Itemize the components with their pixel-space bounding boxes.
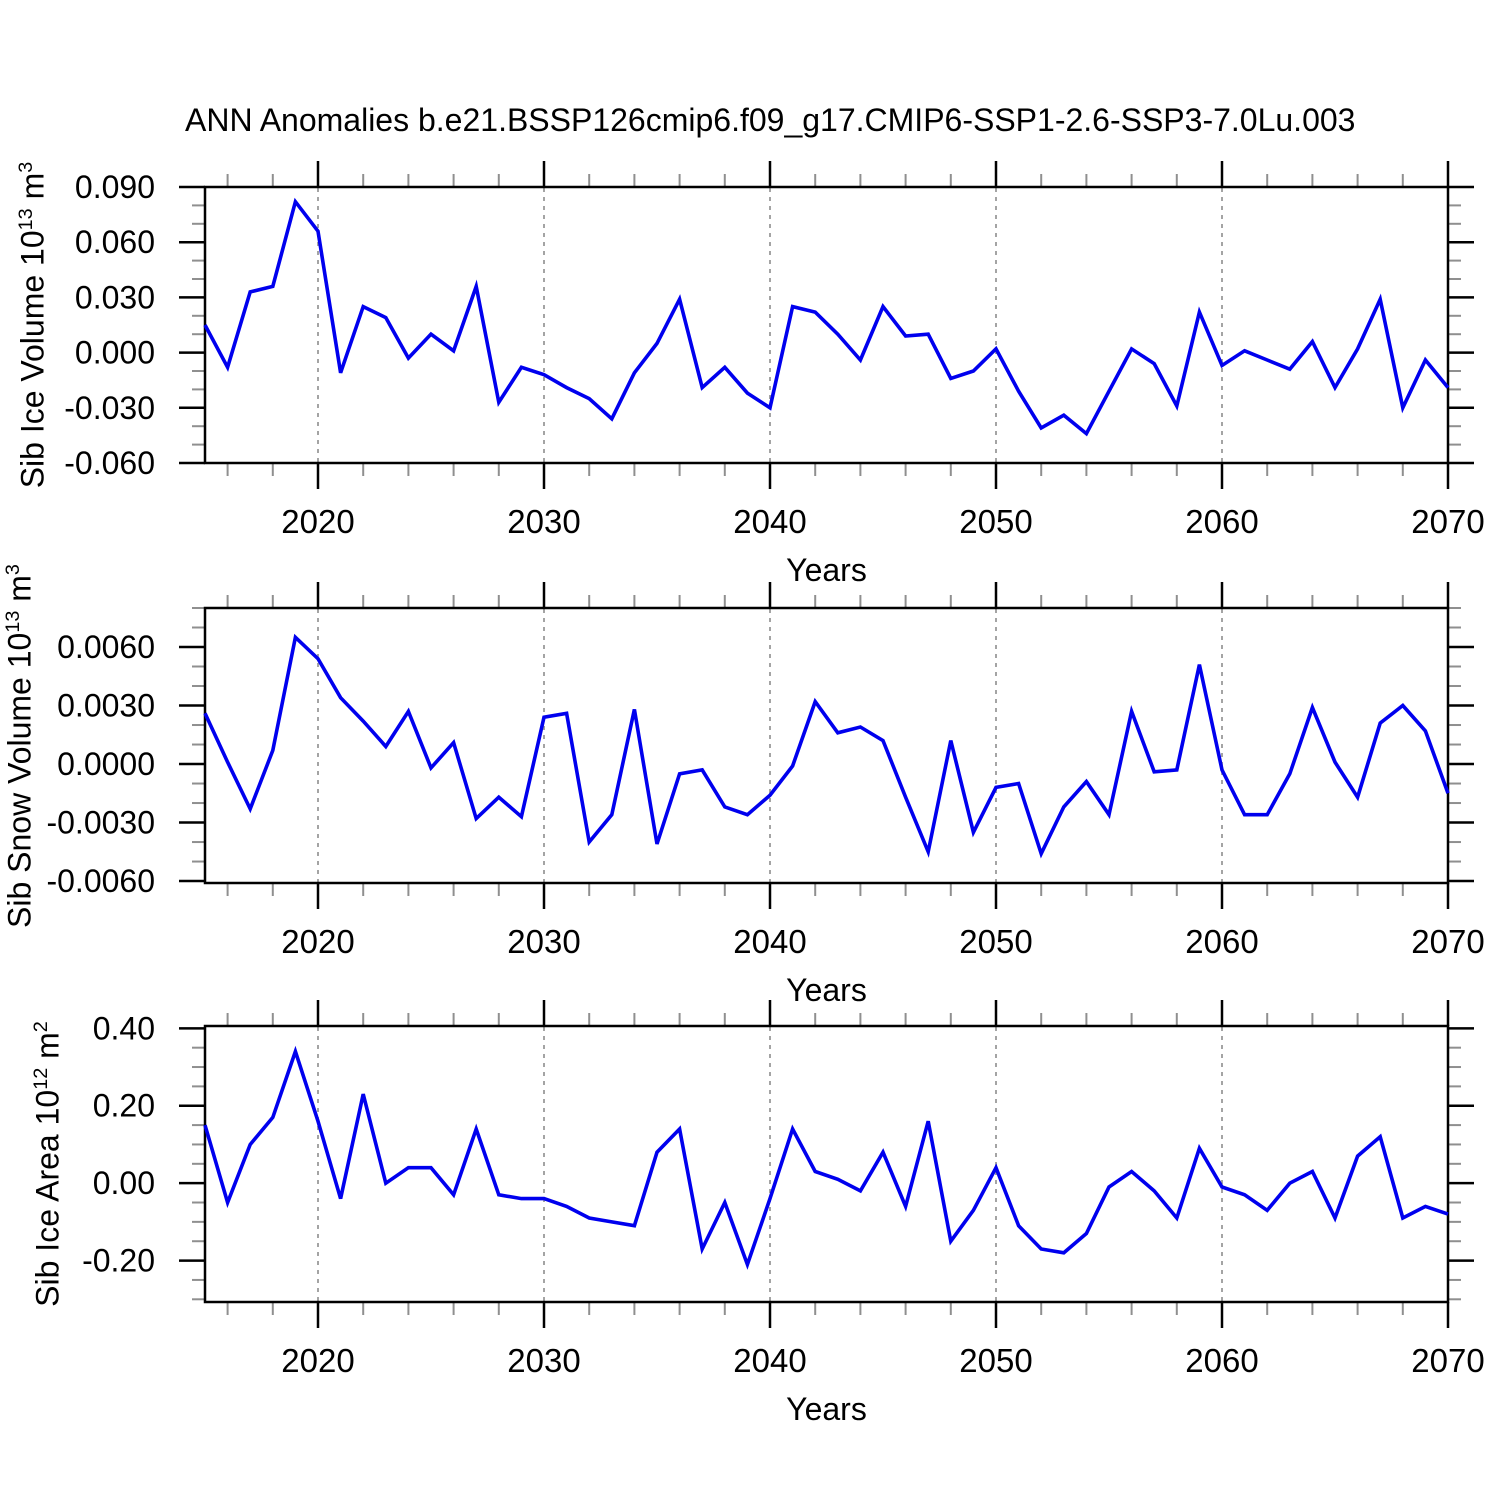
x-tick-labels: 2020 2030 2040 2050 2060 2070 Years [281,923,1484,1008]
svg-text:2070: 2070 [1411,503,1484,540]
y-axis-label-text: m [1,574,38,611]
svg-text:2050: 2050 [959,923,1032,960]
x-tick-labels: 2020 2030 2040 2050 2060 2070 Years [281,503,1484,588]
svg-text:2050: 2050 [959,1342,1032,1379]
svg-text:0.0000: 0.0000 [57,746,155,782]
svg-text:2040: 2040 [733,503,806,540]
panel-2-sib-snow-volume-anomaly: 0.0060 0.0030 0.0000 -0.0030 -0.0060 2020 2030… [46,582,1485,1008]
y-ticks [179,607,1474,883]
data-line-sib-ice-volume-anomaly [203,197,1450,437]
y-axis-label-superscript: 12 [29,1067,52,1090]
y-axis-label-superscript: 13 [1,610,24,633]
svg-text:0.030: 0.030 [75,279,155,315]
y-axis-label-superscript: 2 [29,1021,52,1033]
plot-frame [203,1024,1450,1304]
svg-text:0.090: 0.090 [75,169,155,205]
x-ticks [226,161,1450,489]
svg-text:2070: 2070 [1411,923,1484,960]
x-axis-title: Years [786,972,867,1008]
decade-gridlines [317,609,1223,882]
y-axis-label-sib-ice-volume: Sib Ice Volume 1013 m3 [15,162,52,489]
y-axis-label-sib-ice-area: Sib Ice Area 1012 m2 [30,1021,67,1307]
svg-text:0.060: 0.060 [75,224,155,260]
decade-gridlines [317,188,1223,462]
y-axis-label-text: Sib Ice Area 10 [29,1089,66,1307]
svg-text:0.40: 0.40 [93,1010,155,1046]
svg-text:-0.20: -0.20 [82,1243,155,1279]
data-line-sib-snow-volume-anomaly [203,633,1450,859]
svg-text:-0.060: -0.060 [64,445,155,481]
svg-text:2030: 2030 [507,923,580,960]
x-ticks [226,1000,1450,1328]
y-axis-label-superscript: 13 [14,208,37,231]
y-ticks [179,1027,1474,1301]
y-axis-label-text: m [14,172,51,209]
svg-text:2020: 2020 [281,1342,354,1379]
svg-text:0.0060: 0.0060 [57,629,155,665]
decade-gridlines [317,1027,1223,1301]
x-axis-title: Years [786,552,867,588]
svg-text:0.000: 0.000 [75,335,155,371]
y-axis-label-text: Sib Snow Volume 10 [1,632,38,928]
svg-text:0.20: 0.20 [93,1088,155,1124]
svg-text:-0.0030: -0.0030 [46,805,155,841]
svg-text:2050: 2050 [959,503,1032,540]
y-tick-labels: 0.090 0.060 0.030 0.000 -0.030 -0.060 [64,169,155,481]
svg-text:2040: 2040 [733,1342,806,1379]
svg-text:2060: 2060 [1185,503,1258,540]
svg-text:2070: 2070 [1411,1342,1484,1379]
plot-frame [203,606,1450,885]
panel-1-sib-ice-volume-anomaly: 0.090 0.060 0.030 0.000 -0.030 -0.060 2020 2030… [64,161,1485,588]
y-tick-labels: 0.40 0.20 0.00 -0.20 [82,1010,155,1278]
svg-text:2020: 2020 [281,923,354,960]
svg-text:-0.0060: -0.0060 [46,863,155,899]
svg-text:2030: 2030 [507,503,580,540]
data-line-sib-ice-area-anomaly [203,1045,1449,1270]
x-ticks [226,582,1450,909]
svg-text:2020: 2020 [281,503,354,540]
svg-text:2040: 2040 [733,923,806,960]
y-ticks [179,185,1474,465]
chart-title: ANN Anomalies b.e21.BSSP126cmip6.f09_g17… [185,102,1356,138]
y-axis-label-superscript: 3 [1,563,24,575]
y-axis-label-text: Sib Ice Volume 10 [14,230,51,489]
svg-text:-0.030: -0.030 [64,390,155,426]
svg-text:0.0030: 0.0030 [57,688,155,724]
y-axis-label-text: m [29,1032,66,1068]
svg-text:2030: 2030 [507,1342,580,1379]
x-axis-title: Years [786,1391,867,1427]
svg-text:0.00: 0.00 [93,1165,155,1201]
y-tick-labels: 0.0060 0.0030 0.0000 -0.0030 -0.0060 [46,629,155,899]
panel-3-sib-ice-area-anomaly: 0.40 0.20 0.00 -0.20 2020 2030 2040 2050 2060 207… [82,1000,1485,1427]
svg-text:2060: 2060 [1185,1342,1258,1379]
svg-text:2060: 2060 [1185,923,1258,960]
y-axis-label-sib-snow-volume: Sib Snow Volume 1013 m3 [2,564,39,928]
x-tick-labels: 2020 2030 2040 2050 2060 2070 Years [281,1342,1484,1427]
y-axis-label-superscript: 3 [14,161,37,173]
